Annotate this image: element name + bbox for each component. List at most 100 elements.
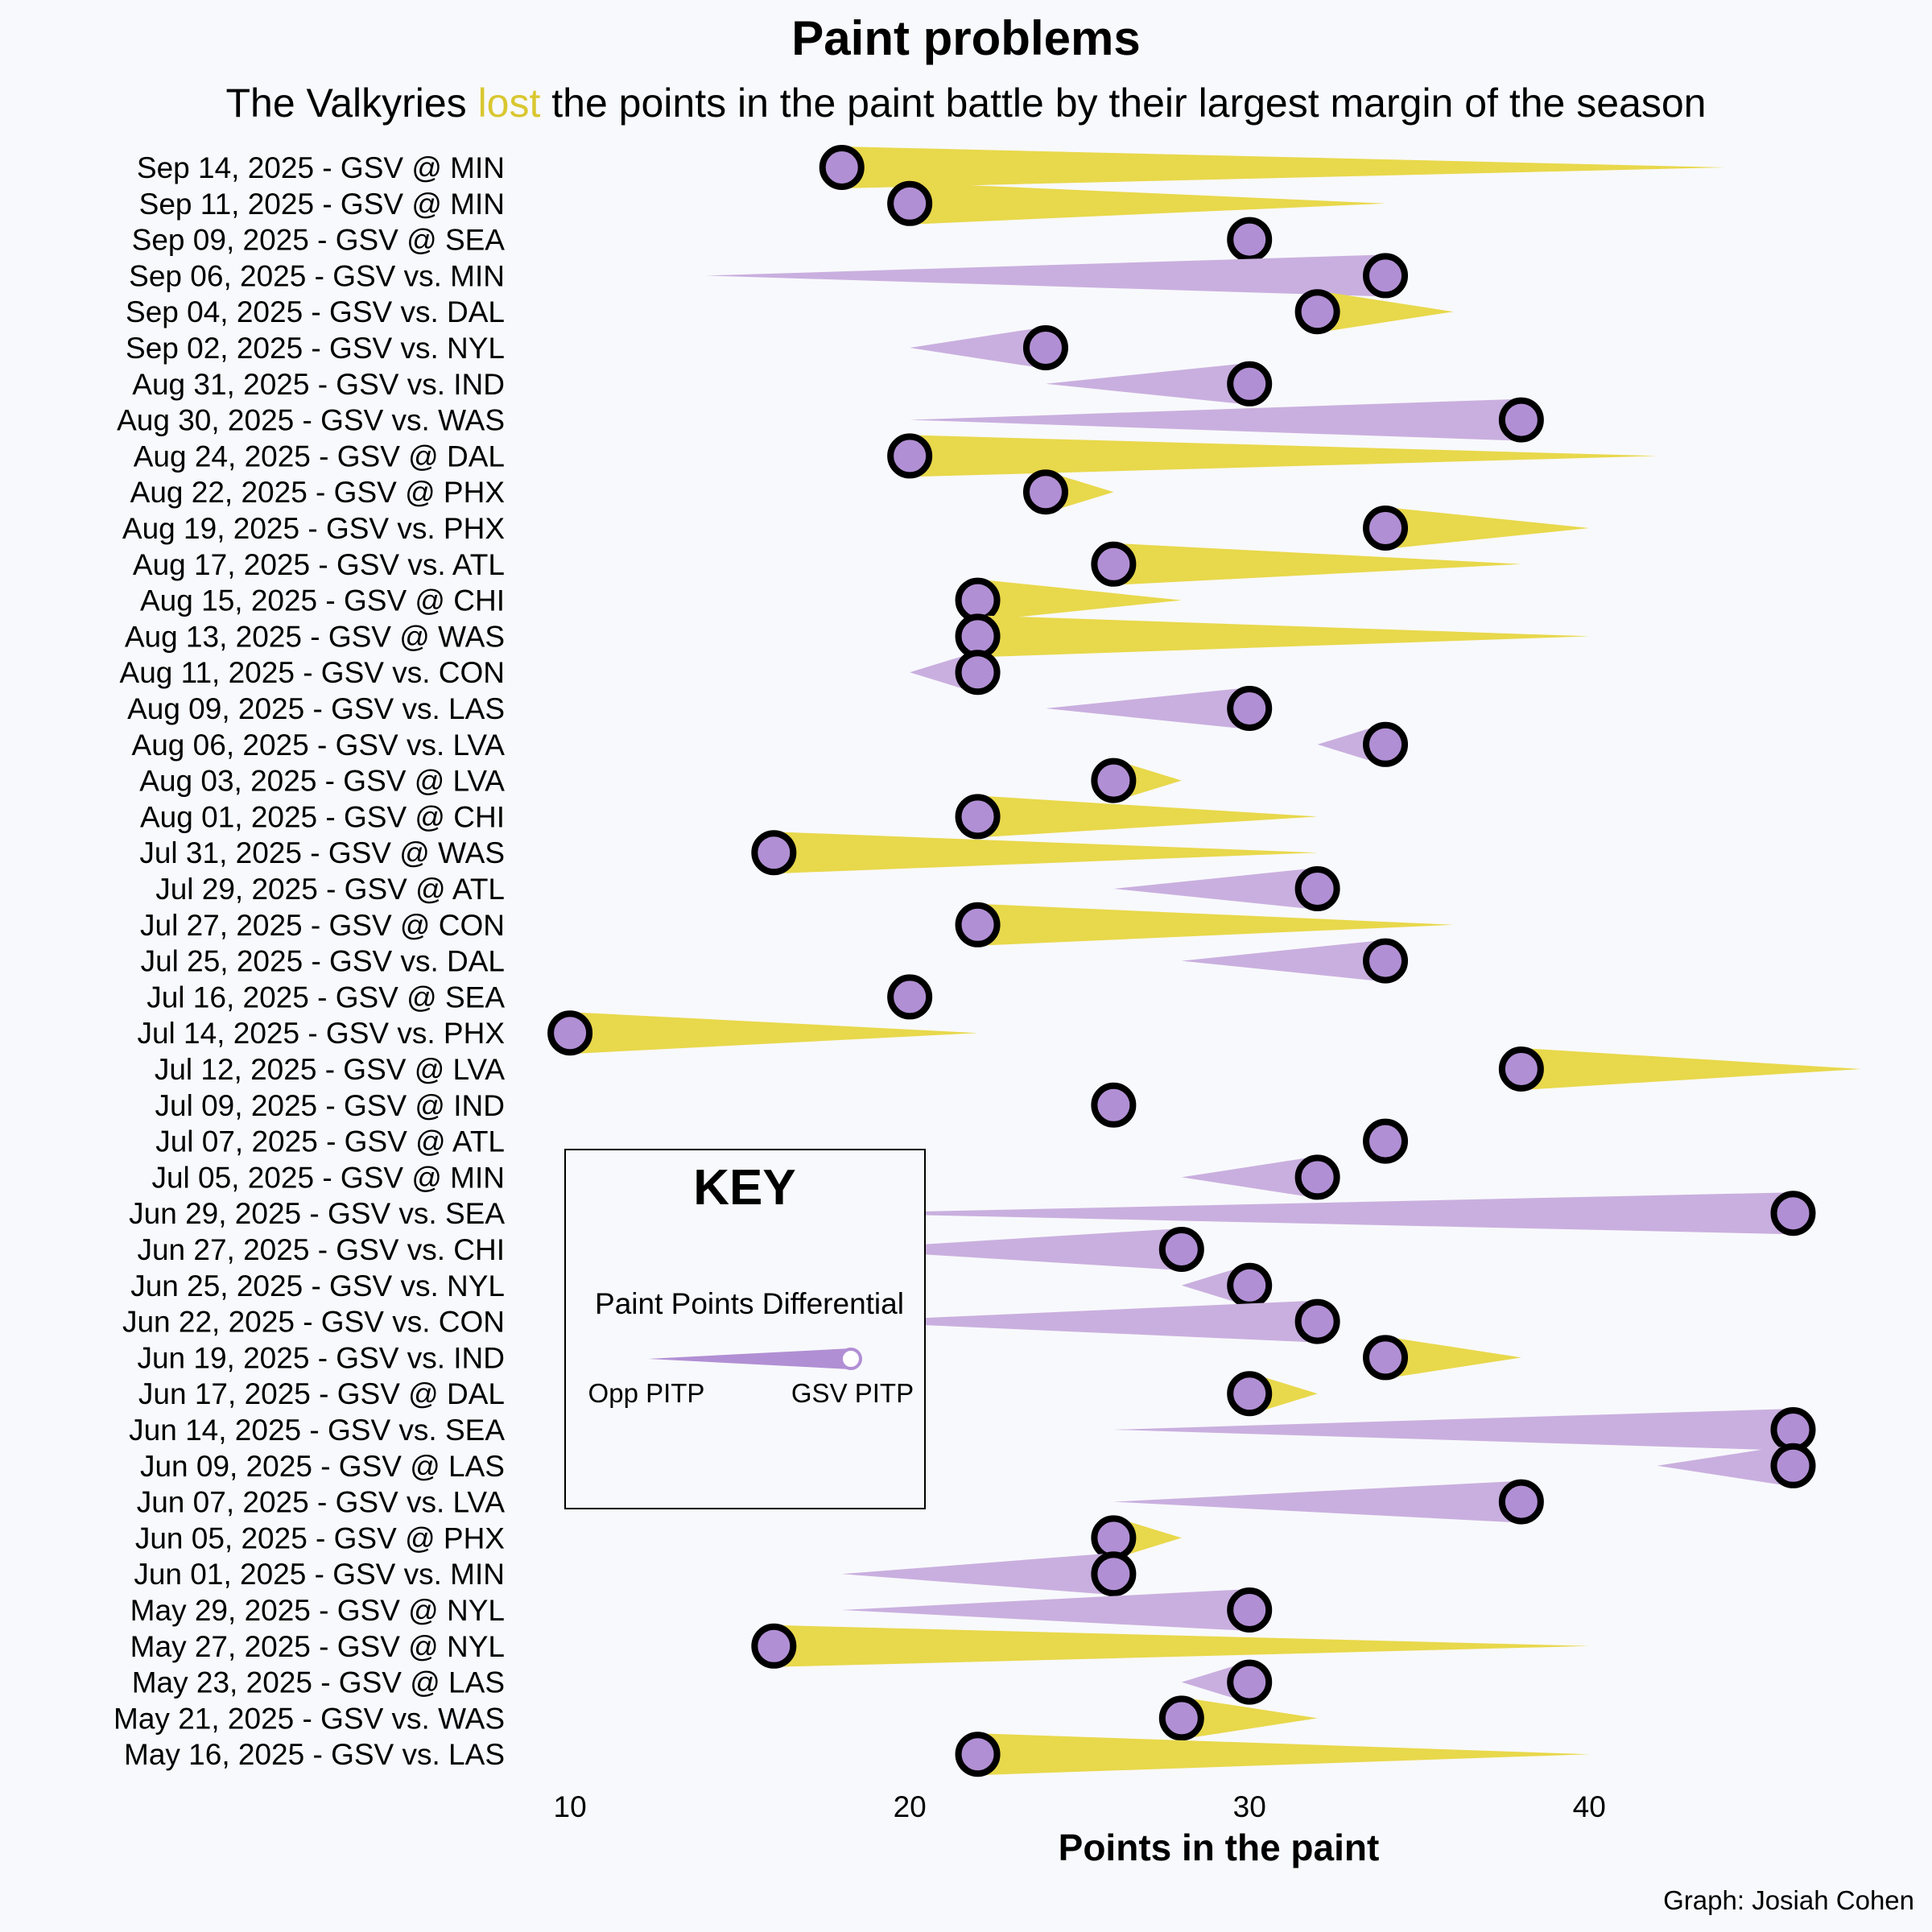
- paint-wedge-won: [1113, 868, 1318, 910]
- game-labels: Sep 14, 2025 - GSV @ MIN Sep 11, 2025 - G…: [114, 151, 505, 1771]
- game-label: Jul 05, 2025 - GSV @ MIN: [151, 1161, 505, 1194]
- game-label: Sep 11, 2025 - GSV @ MIN: [139, 188, 505, 221]
- game-label: Jun 01, 2025 - GSV vs. MIN: [134, 1558, 505, 1591]
- game-label: May 16, 2025 - GSV vs. LAS: [124, 1738, 505, 1771]
- subtitle-highlight: lost: [478, 80, 541, 126]
- key-wedge: [648, 1348, 851, 1369]
- game-label: Jun 29, 2025 - GSV vs. SEA: [129, 1197, 505, 1230]
- paint-wedge-lost: [977, 1733, 1590, 1776]
- gsv-point: [1363, 721, 1409, 767]
- gsv-point: [1294, 1298, 1340, 1344]
- game-label: Aug 13, 2025 - GSV @ WAS: [125, 620, 505, 653]
- gsv-point: [1498, 1046, 1544, 1092]
- paint-wedge-lost: [774, 1624, 1590, 1667]
- gsv-point: [547, 1010, 593, 1056]
- paint-wedge-lost: [1385, 1336, 1521, 1379]
- game-label: Jun 09, 2025 - GSV @ LAS: [140, 1450, 505, 1483]
- key-point: [840, 1348, 862, 1370]
- game-label: Jun 17, 2025 - GSV @ DAL: [138, 1377, 505, 1410]
- game-label: Aug 03, 2025 - GSV @ LVA: [139, 765, 505, 798]
- game-label: Sep 06, 2025 - GSV vs. MIN: [129, 259, 505, 292]
- gsv-point: [887, 180, 933, 226]
- paint-wedge-lost: [1385, 507, 1590, 549]
- game-label: Jul 07, 2025 - GSV @ ATL: [155, 1125, 505, 1158]
- paint-wedge-won: [1113, 1480, 1521, 1523]
- x-tick-label: 20: [894, 1790, 927, 1823]
- gsv-point: [819, 145, 865, 190]
- gsv-point: [1363, 1118, 1409, 1164]
- game-label: Jun 27, 2025 - GSV vs. CHI: [137, 1233, 505, 1266]
- game-label: Aug 11, 2025 - GSV vs. CON: [120, 656, 505, 689]
- gsv-point: [1158, 1227, 1204, 1272]
- paint-wedge-lost: [977, 903, 1454, 946]
- gsv-point: [1227, 1587, 1273, 1633]
- game-label: May 23, 2025 - GSV @ LAS: [132, 1666, 505, 1699]
- game-label: Jul 14, 2025 - GSV vs. PHX: [137, 1017, 505, 1050]
- gsv-point: [1363, 253, 1409, 299]
- game-label: Aug 24, 2025 - GSV @ DAL: [134, 440, 505, 473]
- key-title: KEY: [693, 1160, 795, 1216]
- game-label: Jun 25, 2025 - GSV vs. NYL: [130, 1269, 505, 1302]
- gsv-point: [1363, 938, 1409, 984]
- game-label: Aug 01, 2025 - GSV @ CHI: [140, 800, 505, 833]
- key-frame: [564, 1149, 926, 1509]
- subtitle-before: The Valkyries: [226, 80, 478, 126]
- paint-wedge-won: [841, 1553, 1114, 1596]
- game-label: Jun 19, 2025 - GSV vs. IND: [137, 1341, 505, 1374]
- paint-wedge-won: [841, 1192, 1794, 1235]
- paint-wedge-won: [1045, 687, 1250, 729]
- game-label: Jun 14, 2025 - GSV vs. SEA: [129, 1414, 505, 1447]
- game-label: Jul 12, 2025 - GSV @ LVA: [155, 1053, 506, 1086]
- game-label: Aug 31, 2025 - GSV vs. IND: [132, 368, 505, 401]
- game-label: Aug 22, 2025 - GSV @ PHX: [130, 476, 505, 509]
- gsv-point: [1227, 1659, 1273, 1705]
- game-label: May 29, 2025 - GSV @ NYL: [130, 1594, 505, 1627]
- x-tick-label: 10: [554, 1790, 587, 1823]
- x-tick-label: 40: [1573, 1790, 1606, 1823]
- gsv-point: [887, 974, 933, 1020]
- gsv-point: [1227, 217, 1273, 262]
- paint-wedge-won: [841, 1228, 1182, 1270]
- game-label: Aug 19, 2025 - GSV vs. PHX: [122, 512, 505, 545]
- game-label: Jun 07, 2025 - GSV vs. LVA: [137, 1486, 506, 1519]
- gsv-point: [1022, 325, 1068, 370]
- gsv-point: [1498, 1479, 1544, 1525]
- gsv-point: [1363, 506, 1409, 551]
- gsv-point: [1363, 1335, 1409, 1381]
- game-label: Aug 15, 2025 - GSV @ CHI: [140, 584, 505, 617]
- paint-wedge-lost: [977, 615, 1590, 658]
- gsv-point: [1227, 361, 1273, 407]
- gsv-point: [1091, 1551, 1137, 1597]
- game-label: Jun 05, 2025 - GSV @ PHX: [135, 1521, 505, 1554]
- gsv-point: [955, 650, 1001, 696]
- paint-wedge-lost: [910, 182, 1386, 225]
- paint-wedge-lost: [977, 795, 1318, 838]
- gsv-point: [1091, 541, 1137, 587]
- gsv-point: [1227, 1262, 1273, 1308]
- paint-wedge-won: [910, 327, 1046, 369]
- paint-wedge-lost: [774, 832, 1318, 874]
- paint-wedge-won: [1181, 939, 1386, 982]
- paint-wedge-won: [841, 1589, 1250, 1631]
- paint-wedge-lost: [841, 147, 1726, 188]
- gsv-point: [1770, 1443, 1816, 1488]
- x-tick-label: 30: [1233, 1790, 1266, 1823]
- x-axis-ticks: 10 20 30 40: [554, 1790, 1606, 1823]
- gsv-point: [1498, 397, 1544, 443]
- paint-wedge-won: [705, 254, 1386, 297]
- paint-wedge-lost: [1317, 291, 1454, 333]
- game-label: Jul 16, 2025 - GSV @ SEA: [147, 980, 505, 1013]
- gsv-point: [955, 1732, 1001, 1777]
- key-box: KEY Paint Points Differential Opp PITP G…: [564, 1149, 926, 1509]
- key-left-label: Opp PITP: [588, 1378, 705, 1408]
- gsv-point: [1294, 866, 1340, 911]
- game-label: Jul 27, 2025 - GSV @ CON: [140, 909, 505, 942]
- gsv-point: [1158, 1695, 1204, 1741]
- gsv-point: [1091, 1082, 1137, 1128]
- game-label: May 27, 2025 - GSV @ NYL: [130, 1630, 505, 1663]
- game-label: Sep 14, 2025 - GSV @ MIN: [137, 151, 505, 184]
- game-label: Aug 17, 2025 - GSV vs. ATL: [133, 548, 505, 581]
- paint-wedge-won: [1181, 1156, 1318, 1199]
- gsv-point: [1227, 1371, 1273, 1417]
